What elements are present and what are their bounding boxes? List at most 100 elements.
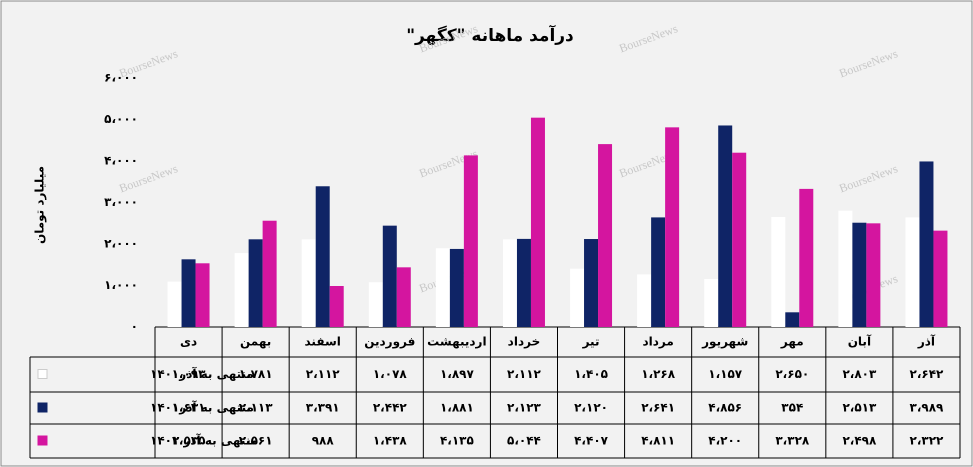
bar [584,239,599,327]
bar [704,278,719,327]
legend-key [37,402,48,413]
table-value: ۲،۸۰۳ [842,367,877,381]
table-value: ۴،۸۱۱ [641,434,675,448]
table-value: ۱،۷۸۱ [239,367,273,381]
bar [637,274,652,327]
legend-label: منتهی به آذر ۱۴۰۲ [150,433,258,448]
bar [785,312,800,327]
table-value: ۲،۴۴۲ [373,401,408,415]
x-tick-label: آبان [848,334,872,349]
bar [799,188,814,327]
table-value: ۲،۶۵۰ [775,367,809,381]
bar [329,285,344,327]
table-value: ۲،۶۴۲ [910,367,945,381]
table-value: ۱،۰۹۳ [172,367,207,381]
x-tick-label: مرداد [642,335,673,349]
table-value: ۴،۸۵۶ [708,401,742,415]
bar [718,125,733,327]
bar [866,223,881,327]
legend-key [37,435,48,446]
y-tick-label: ۲،۰۰۰ [104,237,138,251]
bar [248,239,263,327]
table-value: ۲،۱۱۲ [507,367,542,381]
bar [301,239,316,327]
bar [570,268,585,327]
table-value: ۹۸۸ [312,434,335,448]
legend-label: منتهی به آذر۱۴۰۱ [150,400,254,415]
table-value: ۱،۴۰۵ [574,367,608,381]
x-tick-label: تیر [582,335,600,349]
bar [838,210,853,327]
table-value: ۲،۵۶۱ [239,434,273,448]
bar [234,253,249,327]
bar [315,186,330,327]
chart-title: درآمد ماهانه "کگهر" [406,24,574,46]
bar [449,248,464,327]
bar [435,248,450,327]
x-tick-label: دی [180,335,197,349]
table-value: ۱،۸۹۷ [440,367,475,381]
bar [919,161,934,327]
bar [530,117,545,327]
table-value: ۲،۶۴۱ [641,401,675,415]
y-tick-label: ۳،۰۰۰ [104,195,138,209]
table-value: ۳،۳۹۱ [306,401,340,415]
table-value: ۳،۳۲۸ [775,434,810,448]
bar [167,281,182,327]
table-value: ۳،۹۸۹ [910,401,945,415]
bar [181,259,196,327]
bar [598,144,613,327]
table-value: ۱،۵۳۵ [172,434,206,448]
y-tick-label: ۴،۰۰۰ [104,154,138,168]
legend-label: منتهی به آذر۱۴۰۰ [150,366,254,381]
table-value: ۲،۱۱۳ [239,401,274,415]
bar [852,222,867,327]
table-value: ۴،۱۳۵ [440,434,474,448]
table-value: ۱،۴۳۸ [373,434,408,448]
bar [262,220,277,327]
table-value: ۱،۱۵۷ [708,367,743,381]
y-tick-label: ۱،۰۰۰ [104,278,138,292]
table-value: ۲،۱۲۰ [574,401,608,415]
table-value: ۱،۶۳۱ [172,401,206,415]
table-value: ۲،۵۱۳ [842,401,877,415]
legend-key [37,369,48,379]
x-tick-label: اسفند [305,335,341,349]
bar [732,152,747,327]
table-value: ۲،۱۲۳ [507,401,542,415]
table-value: ۵،۰۴۴ [507,434,541,448]
table-value: ۲،۴۹۸ [842,434,877,448]
y-axis-label: میلیارد تومان [33,166,48,244]
x-tick-label: آذر [917,334,936,349]
x-tick-label: اردیبهشت [427,335,486,349]
table-value: ۲،۱۱۲ [306,367,341,381]
y-tick-label: ۵،۰۰۰ [104,112,138,126]
bar [516,238,531,327]
bar [651,217,666,327]
table-value: ۲،۳۲۲ [910,434,945,448]
bar [382,225,397,327]
bar [463,155,478,327]
y-tick-label: ۰ [131,320,138,334]
x-tick-label: مهر [780,335,804,349]
bar [665,127,680,327]
bar [905,217,920,327]
table-value: ۱،۸۸۱ [440,401,474,415]
bar [396,267,411,327]
bar [195,263,210,327]
x-tick-label: خرداد [508,335,541,349]
bar [502,239,517,327]
table-value: ۳۵۴ [781,401,803,415]
x-tick-label: شهریور [701,335,748,350]
bar [368,282,383,327]
table-value: ۱،۰۷۸ [373,367,408,381]
table-value: ۱،۲۶۸ [641,367,676,381]
table-value: ۴،۲۰۰ [708,434,742,448]
x-tick-label: فروردین [364,335,415,350]
y-tick-label: ۶،۰۰۰ [104,71,138,85]
table-value: ۴،۴۰۷ [574,434,609,448]
x-tick-label: بهمن [240,335,271,349]
bar [933,230,948,327]
bar [771,217,786,327]
